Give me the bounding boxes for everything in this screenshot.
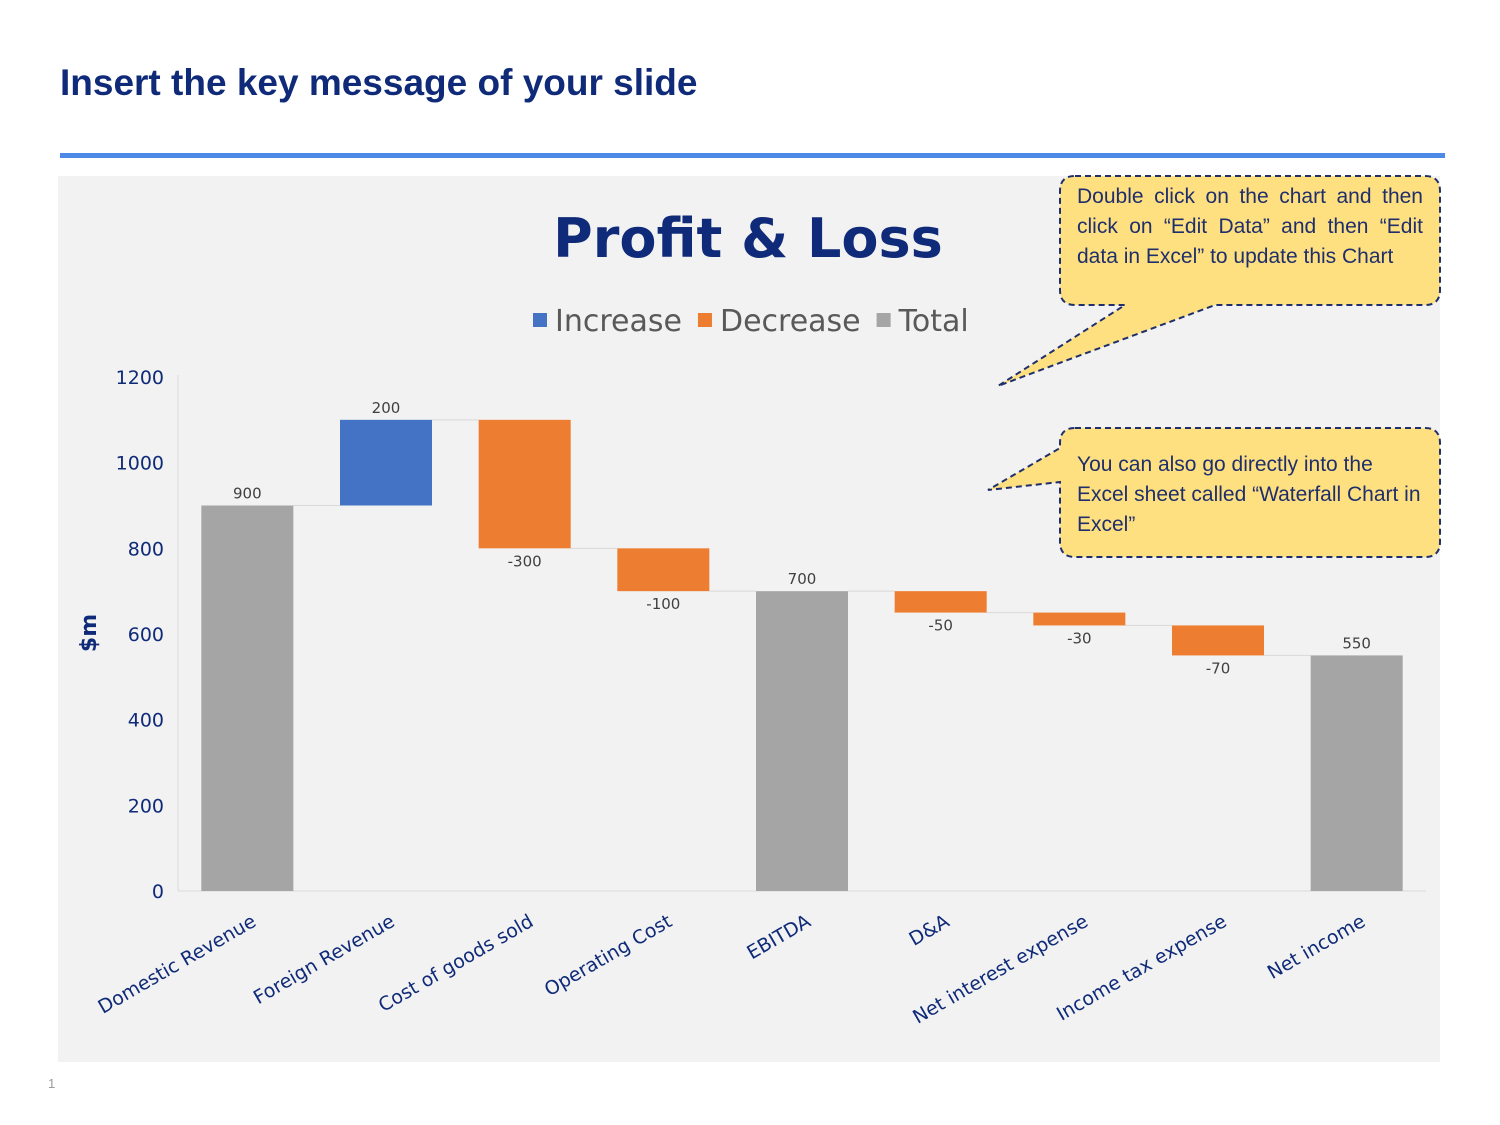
- y-tick-label: 200: [128, 795, 164, 817]
- x-tick-label: EBITDA: [743, 910, 814, 964]
- x-tick-label: D&A: [905, 910, 953, 950]
- connector-lines: [293, 419, 1311, 656]
- legend-swatch-0: [533, 313, 547, 327]
- data-labels: 900 200 -300 -100 700 -50 -30 -70 550: [233, 399, 1371, 678]
- bar-net-interest-expense[interactable]: [1033, 612, 1126, 626]
- bar-operating-cost[interactable]: [617, 548, 710, 592]
- x-tick-label: Domestic Revenue: [94, 910, 259, 1018]
- chart-title: Profit & Loss: [553, 207, 943, 270]
- y-tick-label: 600: [128, 624, 164, 646]
- x-tick-label: Operating Cost: [541, 910, 676, 1001]
- legend-swatch-1: [697, 313, 712, 327]
- x-tick-label: Net income: [1264, 910, 1369, 984]
- bar-income-tax-expense[interactable]: [1172, 625, 1264, 656]
- y-tick-label: 0: [152, 881, 164, 903]
- page-number: 1: [48, 1076, 56, 1091]
- waterfall-chart[interactable]: Profit & Loss Increase Decrease Total 0 200…: [58, 176, 1440, 1062]
- chart-area[interactable]: Profit & Loss Increase Decrease Total 0 200…: [58, 176, 1440, 1062]
- legend-label-2: Total: [898, 304, 969, 339]
- bar-net-income[interactable]: [1310, 655, 1403, 891]
- chart-axes: 0 200 400 600 800 1000 1200: [116, 367, 1426, 903]
- data-label: 550: [1342, 634, 1371, 652]
- y-tick-label: 1200: [116, 367, 164, 389]
- bar-domestic-revenue[interactable]: [201, 505, 294, 892]
- data-label: 900: [233, 485, 262, 503]
- y-tick-label: 1000: [116, 453, 164, 475]
- y-tick-label: 400: [128, 710, 164, 732]
- legend-label-0: Increase: [555, 304, 682, 339]
- data-label: 200: [372, 399, 401, 417]
- data-label: -100: [646, 595, 680, 613]
- bar-foreign-revenue[interactable]: [340, 419, 432, 506]
- y-tick-label: 800: [128, 538, 164, 560]
- legend-swatch-2: [876, 313, 891, 327]
- title-rule: [60, 153, 1445, 158]
- y-axis-label: $m: [77, 614, 102, 652]
- bar-cost-of-goods-sold[interactable]: [478, 419, 571, 549]
- legend-label-1: Decrease: [720, 304, 861, 339]
- bar-ebitda[interactable]: [756, 591, 848, 891]
- data-label: -50: [928, 617, 953, 635]
- x-tick-label: Foreign Revenue: [250, 910, 399, 1009]
- data-label: -300: [508, 552, 542, 570]
- callout-text-edit-data: Double click on the chart and then click…: [1077, 185, 1423, 268]
- bar-d-a[interactable]: [894, 591, 987, 613]
- chart-legend: Increase Decrease Total: [533, 304, 969, 339]
- x-tick-label: Cost of goods sold: [375, 910, 537, 1016]
- slide-title: Insert the key message of your slide: [60, 62, 698, 103]
- data-label: -70: [1206, 659, 1231, 677]
- chart-bars: [201, 419, 1403, 892]
- callout-text-excel-sheet: You can also go directly into the Excel …: [1077, 453, 1421, 536]
- data-label: -30: [1067, 629, 1092, 647]
- data-label: 700: [788, 570, 817, 588]
